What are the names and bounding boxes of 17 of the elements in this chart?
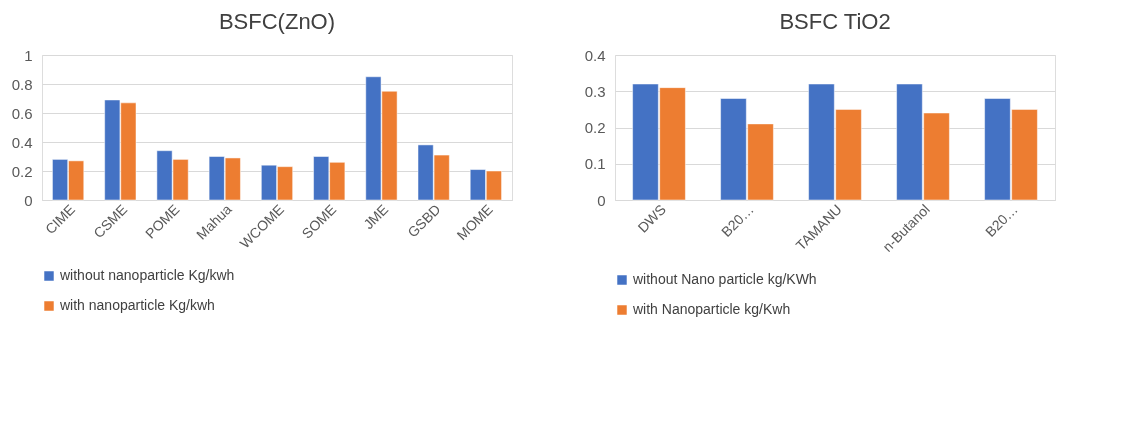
y-tick-label: 0.3 [584,82,606,100]
y-tick-label: 0.8 [11,75,33,93]
y-tick-label: 0.6 [11,104,33,122]
legend-label: with nanoparticle Kg/kwh [59,297,215,313]
chart-title: BSFC(ZnO) [218,9,336,34]
y-tick-label: 0.2 [584,119,606,136]
legend-label: without nanoparticle Kg/kwh [59,267,235,283]
y-tick-label: 0.4 [11,133,33,151]
y-tick-label: 0.4 [584,46,606,64]
y-tick-label: 0 [24,191,33,209]
y-tick-label: 1 [24,46,33,64]
chart-title: BSFC TiO2 [779,9,891,34]
legend-label: without Nano particle kg/KWh [632,271,817,287]
y-tick-label: 0 [597,191,606,209]
y-tick-label: 0.2 [11,162,33,180]
legend-label: with Nanoparticle kg/Kwh [632,301,791,317]
y-tick-label: 0.1 [584,155,606,173]
